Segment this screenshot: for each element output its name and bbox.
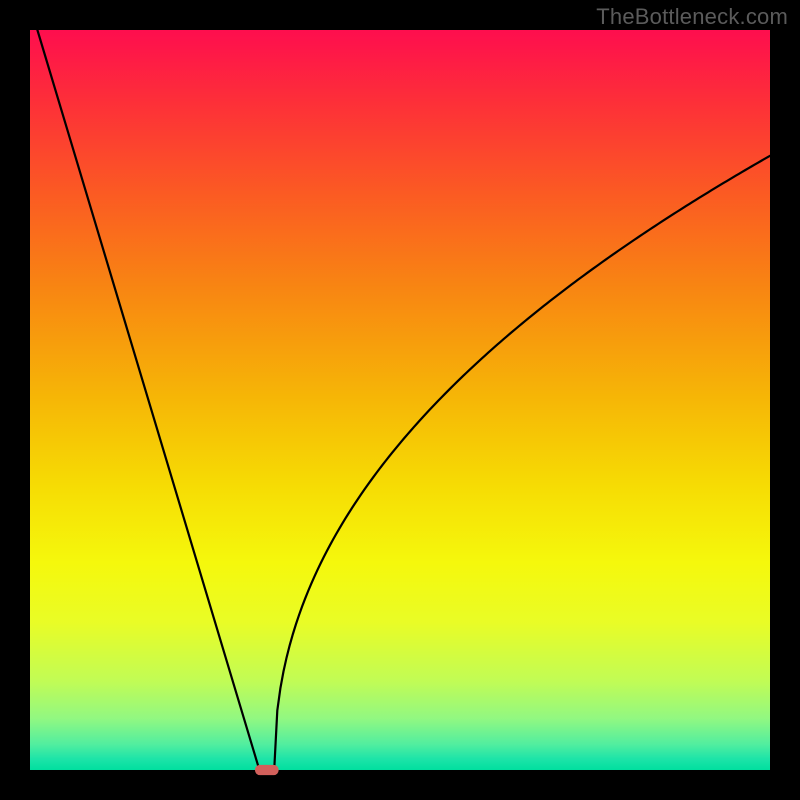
optimal-marker (255, 765, 279, 775)
chart-container: TheBottleneck.com (0, 0, 800, 800)
gradient-background (30, 30, 770, 770)
watermark-text: TheBottleneck.com (596, 4, 788, 30)
bottleneck-chart (0, 0, 800, 800)
